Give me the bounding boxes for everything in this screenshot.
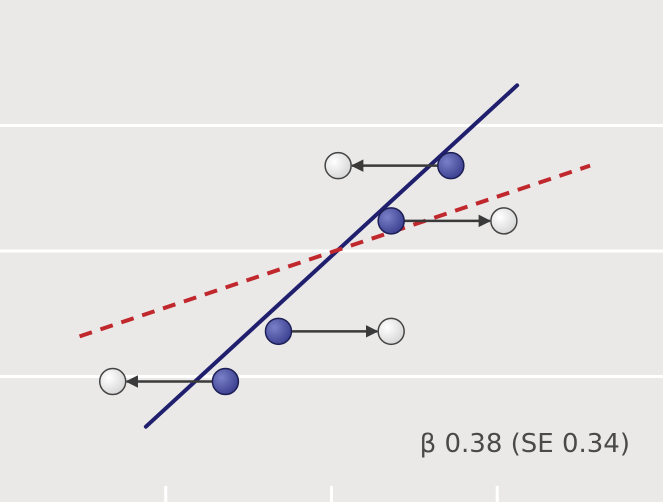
point-layer <box>98 151 518 396</box>
arrow-layer <box>125 159 492 388</box>
observed-point <box>324 151 352 180</box>
true-point <box>211 367 240 396</box>
fitted-regression-line <box>78 163 591 339</box>
line-layer <box>78 83 591 429</box>
beta-annotation: β 0.38 (SE 0.34) <box>420 429 630 459</box>
true-point <box>264 317 293 346</box>
observed-point <box>377 317 405 346</box>
true-point <box>437 151 465 180</box>
true-point <box>377 207 405 235</box>
observed-point <box>98 367 127 396</box>
true-regression-line <box>143 83 520 429</box>
x-tick-layer <box>164 486 499 502</box>
observed-point <box>490 207 518 235</box>
